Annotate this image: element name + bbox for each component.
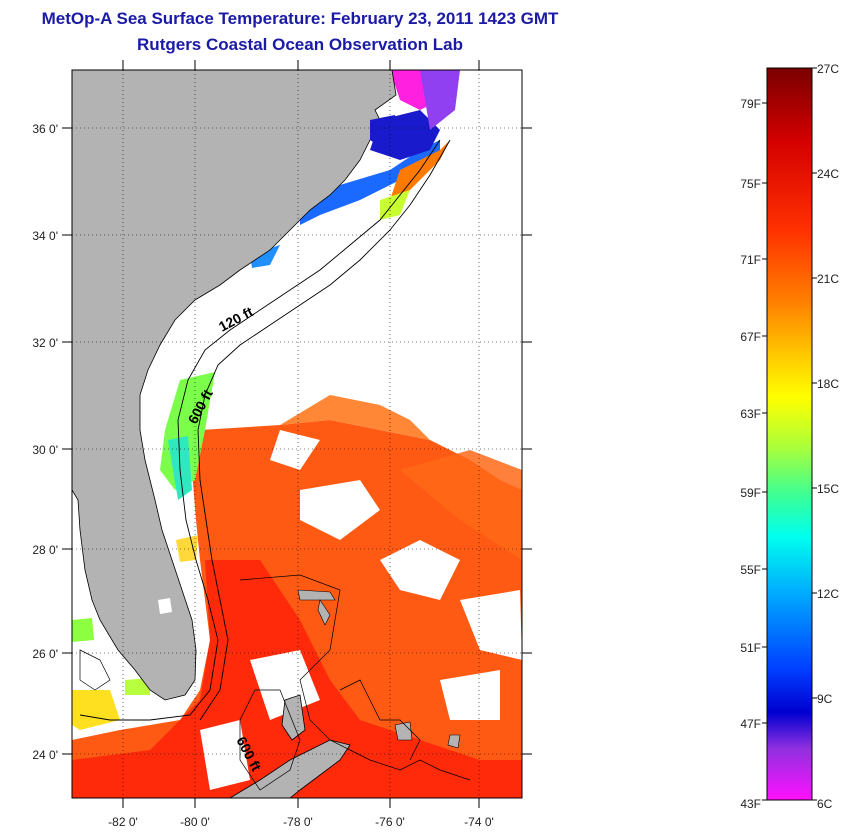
sst-ga-blue [250,245,280,268]
colorbar-c-label: 9C [817,692,833,706]
contour-bahamas-bank [239,574,471,781]
title-line: MetOp-A Sea Surface Temperature: Februar… [41,9,559,28]
lon-label: -76 0' [375,815,405,829]
cloud-patch-6 [200,720,250,790]
cloud-patch-3 [380,540,460,600]
colorbar-f-label: 43F [740,797,761,811]
lat-label: 24 0' [32,748,58,762]
contour-keys [79,649,111,691]
longitude-labels: -82 0' -80 0' -78 0' -76 0' -74 0' [108,815,494,829]
colorbar-f-label: 51F [740,641,761,655]
colorbar-c-label: 21C [817,272,839,286]
lon-label: -80 0' [180,815,210,829]
sst-nc-purple [420,70,460,130]
colorbar-f-label: 67F [740,330,761,344]
colorbar-c-label: 24C [817,167,839,181]
lon-label: -74 0' [464,815,494,829]
lat-label: 32 0' [32,336,58,350]
sst-warm-ne [400,450,522,560]
map-frame [71,69,523,799]
colorbar-f-label: 59F [740,486,761,500]
graticule [72,70,522,798]
sst-shelf-yellow [176,535,198,562]
lon-label: -82 0' [108,815,138,829]
cloud-patch-5 [250,650,320,720]
chart-title: MetOp-A Sea Surface Temperature: Februar… [0,6,600,58]
cloud-patch-1 [270,430,320,470]
cloud-patch-4 [460,590,522,660]
pamlico-sound [370,115,400,150]
latitude-labels: 36 0' 34 0' 32 0' 30 0' 28 0' 26 0' 24 0… [32,122,58,762]
colorbar-c-label: 27C [817,62,839,76]
land-bahamas-2 [317,599,331,626]
colorbar-f-label: 63F [740,407,761,421]
land-andros [281,694,306,741]
land-bahamas-3 [447,734,461,749]
lake-okeechobee [158,598,172,614]
colorbar-c-label: 15C [817,482,839,496]
sst-warm-region [72,420,522,798]
lat-label: 34 0' [32,229,58,243]
lon-label: -78 0' [283,815,313,829]
colorbar-c-label: 18C [817,377,839,391]
lat-label: 36 0' [32,122,58,136]
cloud-patch-2 [300,480,380,540]
colorbar-f-label: 55F [740,563,761,577]
map-area[interactable]: 120 ft 600 ft 600 ft [72,70,522,798]
sst-nc-blue [300,140,440,225]
map-ticks [62,60,532,808]
subtitle-line: Rutgers Coastal Ocean Observation Lab [137,35,463,54]
land-bahamas-4 [394,721,413,741]
sst-sw-green [72,618,94,642]
colorbar-f-label: 79F [740,97,761,111]
sst-warm-outer [280,395,430,440]
contour-bahamas-east [339,679,421,761]
contour-bahamas-inner [239,689,301,791]
colorbar: 79F 75F 71F 67F 63F 59F 55F 51F 47F 43F … [740,62,839,811]
land-bahamas-1 [297,589,336,601]
sst-nc-yellowgreen [380,190,410,220]
colorbar-f-label: 47F [740,717,761,731]
colorbar-f-label: 75F [740,177,761,191]
cloud-patch-7 [440,670,500,720]
land-southeast-us [72,70,397,701]
colorbar-c-label: 12C [817,587,839,601]
colorbar-c-label: 6C [817,797,833,811]
colorbar-gradient [766,67,813,801]
contour-120ft [79,139,441,721]
lat-label: 28 0' [32,543,58,557]
colorbar-f-label: 71F [740,253,761,267]
lat-label: 26 0' [32,647,58,661]
lat-label: 30 0' [32,443,58,457]
